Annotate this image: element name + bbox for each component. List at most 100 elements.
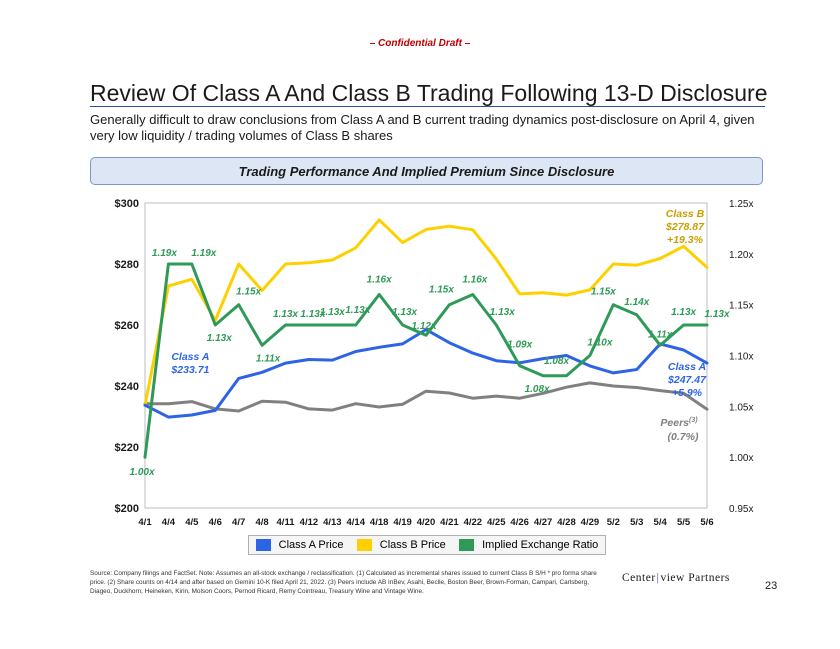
y-right-tick-label: 1.20x	[729, 250, 753, 261]
legend-swatch-class-b	[356, 539, 372, 551]
y-right-tick-label: 0.95x	[729, 504, 753, 515]
x-tick-label: 4/21	[440, 517, 459, 528]
ratio-data-label: 1.15x	[591, 287, 616, 298]
legend-label-class-a: Class A Price	[278, 539, 344, 551]
page-title: Review Of Class A And Class B Trading Fo…	[90, 80, 768, 106]
ratio-data-label: 1.09x	[507, 340, 532, 351]
ratio-data-label: 1.15x	[236, 287, 261, 298]
ratio-data-label: 1.13x	[704, 309, 729, 320]
ratio-data-label: 1.16x	[462, 275, 487, 286]
y-left-tick-label: $300	[115, 198, 139, 210]
y-left-tick-label: $280	[115, 259, 139, 271]
ratio-data-label: 1.08x	[525, 384, 550, 395]
legend-item-exchange-ratio: Implied Exchange Ratio	[459, 539, 598, 551]
legend-swatch-class-a	[255, 539, 271, 551]
trading-performance-chart: $200 $220 $240 $260 $280 $300 0.95x 1.00x 1.05x 1…	[115, 198, 754, 528]
company-logo: Center|view Partners	[622, 572, 730, 584]
x-tick-label: 4/12	[300, 517, 319, 528]
class-a-start-value: $233.71	[170, 364, 209, 376]
ratio-data-label: 1.13x	[345, 305, 370, 316]
series-line-implied-exchange-ratio	[143, 262, 709, 459]
peers-end-label: Peers(3)	[660, 417, 698, 429]
class-b-end-label: Class B	[666, 208, 705, 220]
logo-right: view Partners	[660, 572, 730, 584]
ratio-data-label: 1.16x	[367, 275, 392, 286]
class-a-end-label: Class A	[668, 361, 706, 373]
x-tick-label: 5/5	[677, 517, 691, 528]
ratio-data-label: 1.13x	[300, 309, 325, 320]
series-line-class-b-price	[143, 218, 709, 407]
x-tick-label: 4/19	[393, 517, 412, 528]
class-a-end-value: $247.47	[667, 374, 707, 386]
x-tick-label: 4/20	[417, 517, 436, 528]
y-right-tick-label: 1.15x	[729, 301, 753, 312]
y-left-tick-label: $240	[115, 381, 139, 393]
x-tick-label: 5/2	[607, 517, 620, 528]
chart-banner-text: Trading Performance And Implied Premium …	[238, 163, 615, 179]
x-tick-label: 4/1	[138, 517, 152, 528]
source-footnote: Source: Company filings and FactSet. Not…	[90, 570, 597, 595]
ratio-data-label: 1.14x	[624, 297, 649, 308]
x-tick-label: 4/29	[581, 517, 600, 528]
x-tick-label: 4/25	[487, 517, 506, 528]
class-b-end-change: +19.3%	[667, 234, 704, 246]
ratio-data-label: 1.19x	[191, 248, 216, 259]
x-tick-label: 4/7	[232, 517, 245, 528]
ratio-data-label: 1.00x	[129, 467, 154, 478]
y-right-tick-label: 1.10x	[729, 352, 753, 363]
legend-label-class-b: Class B Price	[379, 539, 446, 551]
ratio-data-label: 1.12x	[411, 321, 436, 332]
chart-legend: Class A Price Class B Price Implied Exch…	[248, 535, 606, 555]
ratio-data-label: 1.13x	[273, 309, 298, 320]
ratio-data-label: 1.13x	[671, 307, 696, 318]
x-tick-label: 4/6	[209, 517, 222, 528]
y-right-tick-label: 1.00x	[729, 453, 753, 464]
page-subtitle: Generally difficult to draw conclusions …	[90, 112, 755, 143]
x-tick-label: 4/22	[464, 517, 483, 528]
logo-left: Center	[622, 572, 656, 584]
x-tick-label: 4/13	[323, 517, 342, 528]
class-a-end-change: +5.9%	[672, 387, 703, 399]
x-tick-label: 4/14	[347, 517, 366, 528]
plot-frame	[144, 202, 708, 509]
x-tick-label: 4/18	[370, 517, 389, 528]
x-tick-label: 5/3	[630, 517, 643, 528]
x-tick-label: 5/4	[654, 517, 668, 528]
x-tick-label: 4/8	[255, 517, 268, 528]
y-left-tick-label: $200	[115, 503, 139, 515]
y-right-tick-label: 1.25x	[729, 199, 753, 210]
confidential-label: – Confidential Draft –	[369, 38, 471, 49]
series-line-peers	[143, 381, 709, 413]
ratio-data-label: 1.13x	[320, 307, 345, 318]
peers-end-change: (0.7%)	[668, 431, 699, 443]
ratio-data-label: 1.13x	[490, 307, 515, 318]
x-tick-label: 4/4	[162, 517, 176, 528]
ratio-data-label: 1.08x	[544, 356, 569, 367]
legend-swatch-exchange-ratio	[459, 539, 475, 551]
legend-label-exchange-ratio: Implied Exchange Ratio	[482, 539, 599, 551]
chart-banner: Trading Performance And Implied Premium …	[90, 157, 763, 185]
x-tick-label: 4/28	[557, 517, 576, 528]
ratio-data-label: 1.11x	[648, 329, 673, 340]
ratio-data-label: 1.11x	[256, 353, 281, 364]
y-left-tick-label: $260	[115, 320, 139, 332]
x-tick-label: 4/5	[185, 517, 199, 528]
ratio-data-label: 1.15x	[429, 285, 454, 296]
peers-footnote-ref: (3)	[689, 417, 698, 424]
ratio-data-label: 1.19x	[152, 248, 177, 259]
class-b-end-value: $278.87	[665, 221, 705, 233]
y-left-tick-label: $220	[115, 442, 139, 454]
y-right-tick-label: 1.05x	[729, 402, 753, 413]
ratio-data-label: 1.13x	[207, 333, 232, 344]
ratio-data-label: 1.13x	[392, 307, 417, 318]
legend-item-class-a: Class A Price	[255, 539, 344, 551]
x-tick-label: 4/27	[534, 517, 553, 528]
series-line-class-a-price	[143, 328, 709, 419]
x-tick-label: 4/26	[510, 517, 528, 528]
class-a-start-label: Class A	[171, 351, 209, 363]
page-number: 23	[765, 580, 778, 592]
x-tick-label: 5/6	[700, 517, 713, 528]
ratio-data-label: 1.10x	[587, 338, 612, 349]
x-tick-label: 4/11	[277, 517, 296, 528]
logo-separator: |	[656, 572, 660, 584]
